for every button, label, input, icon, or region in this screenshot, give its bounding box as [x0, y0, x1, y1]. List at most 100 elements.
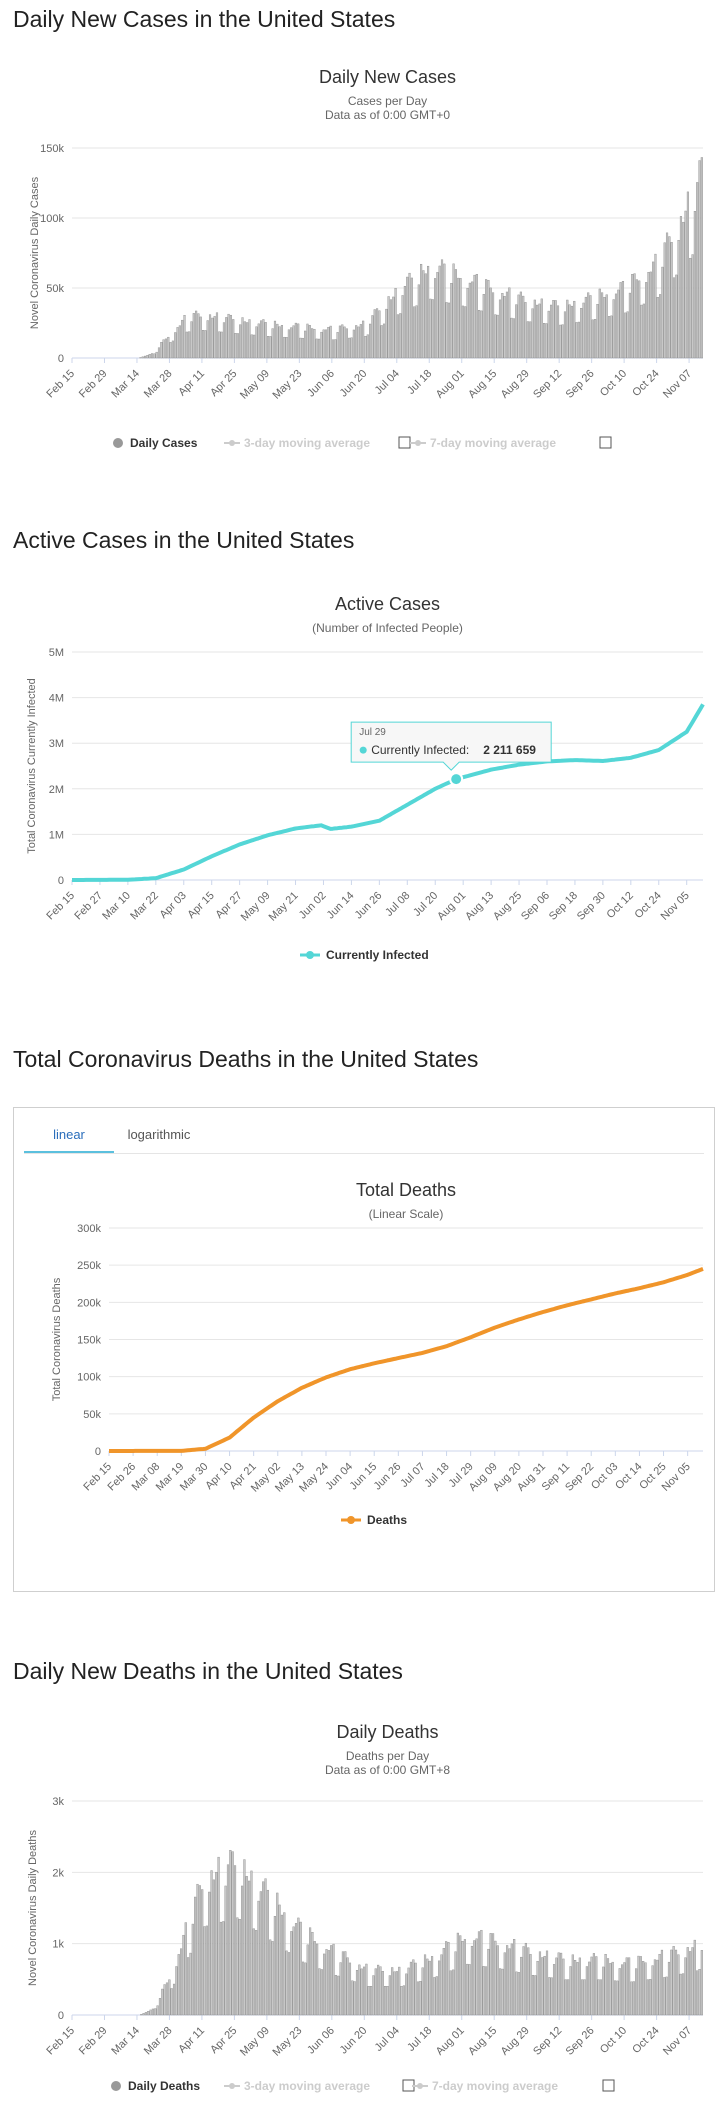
- tab-linear[interactable]: linear: [24, 1120, 114, 1154]
- bar: [696, 1970, 699, 2016]
- x-tick-label: Jul 08: [383, 890, 412, 919]
- bar: [292, 1926, 295, 2016]
- bar: [229, 314, 232, 359]
- bar: [602, 1966, 605, 2016]
- bar: [378, 310, 381, 359]
- y-tick-label: 50k: [83, 1409, 101, 1421]
- bar: [299, 337, 302, 359]
- legend-checkbox[interactable]: [599, 436, 612, 449]
- bar: [654, 253, 657, 359]
- active-cases-heading: Active Cases in the United States: [13, 527, 355, 553]
- bar: [494, 1940, 497, 2016]
- legend-item-7day[interactable]: 7-day moving average: [410, 436, 612, 450]
- bar: [583, 1979, 586, 2016]
- bar: [262, 1881, 265, 2016]
- y-tick-label: 3M: [49, 738, 64, 750]
- legend-item-3day[interactable]: 3-day moving average: [224, 436, 411, 450]
- bar: [151, 2008, 155, 2016]
- bar: [633, 273, 636, 359]
- bar: [269, 1939, 272, 2016]
- daily-deaths-heading: Daily New Deaths in the United States: [13, 1658, 403, 1684]
- bar: [610, 315, 613, 359]
- bar: [185, 331, 188, 359]
- bar: [210, 1870, 213, 2016]
- bar: [541, 1957, 544, 2016]
- bar: [232, 319, 235, 359]
- bar: [413, 306, 416, 359]
- bar: [675, 274, 678, 359]
- x-tick-label: May 21: [267, 890, 301, 924]
- x-tick-label: May 23: [270, 2025, 304, 2059]
- bar: [616, 1980, 619, 2016]
- bar: [294, 322, 297, 359]
- legend-marker: [111, 2081, 121, 2091]
- legend-checkbox[interactable]: [602, 2079, 615, 2092]
- bar: [574, 1960, 577, 2016]
- bar: [555, 1957, 558, 2016]
- bar: [153, 353, 156, 359]
- legend-item-daily[interactable]: Daily Deaths: [111, 2079, 200, 2093]
- bar: [297, 1917, 300, 2016]
- legend-item-3day[interactable]: 3-day moving average: [224, 2079, 415, 2093]
- y-tick-label: 150k: [40, 143, 64, 155]
- bar: [499, 1968, 502, 2016]
- bar: [190, 321, 193, 359]
- bar: [257, 323, 260, 359]
- bar: [693, 211, 696, 359]
- bar: [160, 342, 163, 359]
- bar: [598, 288, 601, 359]
- bar: [571, 1954, 574, 2016]
- bar: [218, 331, 221, 359]
- x-tick-label: Oct 10: [598, 2025, 629, 2056]
- bar: [170, 1988, 173, 2016]
- x-tick-label: Aug 15: [466, 2025, 499, 2058]
- x-tick-label: Feb 15: [44, 890, 77, 923]
- bar: [167, 336, 170, 359]
- bar: [564, 1979, 567, 2016]
- legend: Daily Cases 3-day moving average 7-day mov…: [113, 436, 612, 450]
- bar: [642, 1961, 645, 2016]
- bar: [146, 355, 149, 359]
- bar: [644, 1962, 647, 2016]
- bar: [468, 1964, 471, 2016]
- x-tick-label: Jun 06: [305, 2025, 337, 2057]
- bar: [276, 1892, 279, 2016]
- bar: [360, 1968, 363, 2016]
- bar: [283, 336, 286, 359]
- bar: [652, 261, 655, 359]
- bar: [613, 1980, 617, 2016]
- bar: [604, 1954, 607, 2016]
- bar: [624, 312, 627, 359]
- bar: [433, 1977, 436, 2016]
- legend-marker: [417, 2083, 423, 2089]
- tab-logarithmic[interactable]: logarithmic: [127, 1127, 191, 1142]
- bar: [587, 292, 590, 359]
- bar: [522, 295, 525, 359]
- bar: [271, 328, 274, 359]
- bar: [517, 1972, 520, 2016]
- bar: [487, 1948, 490, 2016]
- bar: [345, 328, 348, 359]
- legend-checkbox[interactable]: [398, 436, 411, 449]
- bar: [696, 182, 699, 359]
- legend-item-7day[interactable]: 7-day moving average: [412, 2079, 615, 2093]
- legend-item[interactable]: Deaths: [341, 1513, 407, 1527]
- bar: [547, 310, 550, 359]
- bar: [429, 298, 432, 359]
- x-tick-label: Sep 26: [564, 2025, 597, 2058]
- legend-item[interactable]: Currently Infected: [300, 948, 429, 962]
- bar: [454, 269, 457, 359]
- bar: [294, 1923, 298, 2016]
- x-tick-label: May 09: [238, 2025, 272, 2059]
- bar: [398, 1966, 401, 2016]
- legend-item-daily[interactable]: Daily Cases: [113, 436, 198, 450]
- bar: [330, 1945, 333, 2016]
- bar: [463, 1939, 466, 2016]
- bar: [144, 355, 147, 359]
- bar: [597, 1979, 600, 2016]
- chart-subtitle: Cases per Day: [348, 94, 427, 108]
- bar: [161, 1988, 164, 2016]
- bar: [158, 1998, 162, 2016]
- bar: [376, 308, 379, 359]
